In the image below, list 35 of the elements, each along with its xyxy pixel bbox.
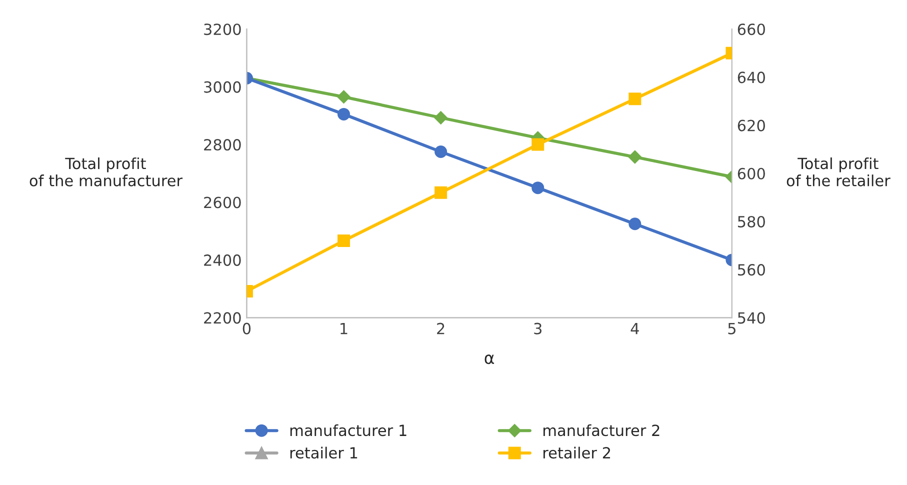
y2-tick-label: 620 (738, 120, 765, 132)
point (434, 186, 448, 199)
point (532, 138, 544, 151)
x-tick-label: 4 (630, 323, 639, 334)
y-tick-label: 2600 (204, 196, 241, 208)
legend-label: manufacturer 2 (544, 424, 660, 436)
point (338, 234, 350, 247)
y2-tick-label: 640 (738, 72, 765, 84)
legend-label: retailer 1 (290, 446, 358, 459)
y-tick-label: 2400 (204, 254, 241, 266)
x-axis-title: α (484, 354, 494, 364)
x-tick-label: 3 (534, 322, 542, 334)
point (434, 111, 448, 124)
y-tick-label: 3200 (204, 24, 241, 36)
y2-tick-label: 580 (738, 216, 765, 228)
y-axis-title: Total profit of the manufacturer (30, 157, 183, 186)
y-tick-label: 2800 (204, 138, 241, 151)
point (338, 108, 350, 120)
x-tick-label: 5 (728, 323, 736, 334)
legend-label: manufacturer 1 (290, 424, 406, 436)
legend-label: retailer 2 (544, 446, 610, 459)
y-tick-label: 2200 (204, 312, 241, 324)
y2-tick-label: 540 (738, 312, 765, 324)
point (337, 90, 350, 104)
point (628, 150, 642, 164)
y2-tick-label: 560 (738, 264, 765, 276)
point (532, 182, 544, 194)
y2-tick-label: 600 (738, 168, 765, 180)
x-tick-label: 2 (437, 322, 444, 334)
point (434, 145, 448, 158)
y2-tick-label: 660 (738, 24, 765, 36)
x-tick-label: 0 (242, 322, 251, 334)
y2-axis-title: Total profit of the retailer (786, 157, 890, 186)
x-tick-label: 1 (340, 323, 348, 334)
y-tick-label: 3000 (204, 81, 241, 93)
